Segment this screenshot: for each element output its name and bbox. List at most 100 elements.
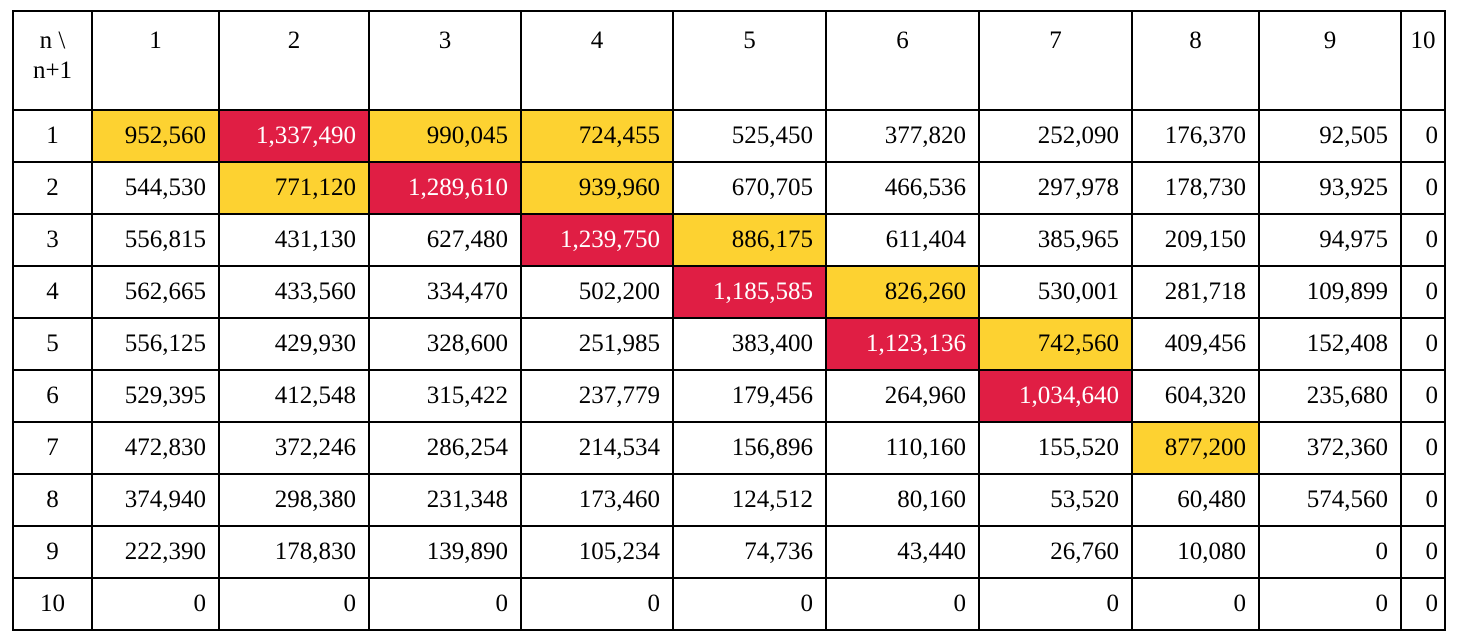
table-cell: 298,380 xyxy=(218,473,370,527)
table-cell: 0 xyxy=(1258,525,1402,579)
table-cell: 0 xyxy=(1258,577,1402,631)
table-cell: 328,600 xyxy=(368,317,522,371)
table-cell: 604,320 xyxy=(1131,369,1260,423)
row-header: 9 xyxy=(12,525,93,579)
table-cell: 286,254 xyxy=(368,421,522,475)
table-row: 10 0 0 0 0 0 0 0 0 0 0 xyxy=(12,577,1446,631)
table-cell: 556,125 xyxy=(91,317,220,371)
table-cell: 334,470 xyxy=(368,265,522,319)
table-cell: 231,348 xyxy=(368,473,522,527)
table-cell-highlight-yellow: 771,120 xyxy=(218,161,370,215)
table-row: 2 544,530 771,120 1,289,610 939,960 670,705 46… xyxy=(12,161,1446,215)
corner-header: n \ n+1 xyxy=(12,10,93,111)
table-cell: 0 xyxy=(1400,161,1446,215)
table-body: 1 952,560 1,337,490 990,045 724,455 525,450 37… xyxy=(12,109,1446,631)
table-cell: 0 xyxy=(1400,317,1446,371)
header-row: n \ n+1 1 2 3 4 5 6 7 8 9 10 xyxy=(12,10,1446,111)
row-header: 5 xyxy=(12,317,93,371)
table-cell: 574,560 xyxy=(1258,473,1402,527)
table-cell: 556,815 xyxy=(91,213,220,267)
corner-label-n: n \ xyxy=(39,27,66,54)
table-row: 6 529,395 412,548 315,422 237,779 179,456 264,… xyxy=(12,369,1446,423)
table-cell: 176,370 xyxy=(1131,109,1260,163)
table-cell: 529,395 xyxy=(91,369,220,423)
table-cell: 670,705 xyxy=(672,161,827,215)
table-row: 3 556,815 431,130 627,480 1,239,750 886,175 61… xyxy=(12,213,1446,267)
table-cell: 43,440 xyxy=(825,525,980,579)
table-cell: 472,830 xyxy=(91,421,220,475)
row-header: 7 xyxy=(12,421,93,475)
table-cell: 173,460 xyxy=(520,473,674,527)
table-cell-highlight-yellow: 886,175 xyxy=(672,213,827,267)
column-header: 4 xyxy=(520,10,674,111)
table-cell: 152,408 xyxy=(1258,317,1402,371)
table-cell: 372,360 xyxy=(1258,421,1402,475)
transition-table: n \ n+1 1 2 3 4 5 6 7 8 9 10 1 952,560 1,3… xyxy=(12,10,1446,631)
table-cell: 92,505 xyxy=(1258,109,1402,163)
table-cell: 214,534 xyxy=(520,421,674,475)
column-header: 8 xyxy=(1131,10,1260,111)
table-cell: 235,680 xyxy=(1258,369,1402,423)
table-cell: 429,930 xyxy=(218,317,370,371)
table-cell: 627,480 xyxy=(368,213,522,267)
row-header: 3 xyxy=(12,213,93,267)
table-cell-highlight-yellow: 742,560 xyxy=(978,317,1133,371)
table-cell: 433,560 xyxy=(218,265,370,319)
table-cell: 124,512 xyxy=(672,473,827,527)
table-cell: 0 xyxy=(1131,577,1260,631)
table-cell: 178,830 xyxy=(218,525,370,579)
table-cell: 281,718 xyxy=(1131,265,1260,319)
table-cell: 0 xyxy=(368,577,522,631)
table-cell: 0 xyxy=(1400,473,1446,527)
table-cell: 156,896 xyxy=(672,421,827,475)
table-cell-highlight-yellow: 877,200 xyxy=(1131,421,1260,475)
transition-table-container: n \ n+1 1 2 3 4 5 6 7 8 9 10 1 952,560 1,3… xyxy=(12,10,1446,631)
table-cell: 0 xyxy=(520,577,674,631)
table-cell: 60,480 xyxy=(1131,473,1260,527)
table-cell: 0 xyxy=(825,577,980,631)
column-header: 3 xyxy=(368,10,522,111)
table-row: 1 952,560 1,337,490 990,045 724,455 525,450 37… xyxy=(12,109,1446,163)
row-header: 1 xyxy=(12,109,93,163)
table-row: 5 556,125 429,930 328,600 251,985 383,400 1,12… xyxy=(12,317,1446,371)
table-cell: 374,940 xyxy=(91,473,220,527)
table-cell: 155,520 xyxy=(978,421,1133,475)
table-cell-highlight-yellow: 990,045 xyxy=(368,109,522,163)
table-cell: 409,456 xyxy=(1131,317,1260,371)
table-row: 4 562,665 433,560 334,470 502,200 1,185,585 82… xyxy=(12,265,1446,319)
column-header: 5 xyxy=(672,10,827,111)
table-cell: 105,234 xyxy=(520,525,674,579)
table-cell-highlight-red: 1,239,750 xyxy=(520,213,674,267)
table-cell: 209,150 xyxy=(1131,213,1260,267)
table-cell-highlight-red: 1,123,136 xyxy=(825,317,980,371)
table-cell: 10,080 xyxy=(1131,525,1260,579)
column-header: 1 xyxy=(91,10,220,111)
table-cell: 0 xyxy=(1400,109,1446,163)
table-cell-highlight-yellow: 826,260 xyxy=(825,265,980,319)
table-cell: 110,160 xyxy=(825,421,980,475)
table-cell: 252,090 xyxy=(978,109,1133,163)
table-cell-highlight-red: 1,185,585 xyxy=(672,265,827,319)
table-row: 8 374,940 298,380 231,348 173,460 124,512 80,1… xyxy=(12,473,1446,527)
table-cell: 0 xyxy=(1400,369,1446,423)
table-cell: 502,200 xyxy=(520,265,674,319)
table-cell: 109,899 xyxy=(1258,265,1402,319)
table-cell: 80,160 xyxy=(825,473,980,527)
table-cell: 26,760 xyxy=(978,525,1133,579)
table-cell: 222,390 xyxy=(91,525,220,579)
column-header: 2 xyxy=(218,10,370,111)
table-cell-highlight-yellow: 952,560 xyxy=(91,109,220,163)
table-cell: 251,985 xyxy=(520,317,674,371)
table-cell: 466,536 xyxy=(825,161,980,215)
table-cell: 297,978 xyxy=(978,161,1133,215)
table-cell: 179,456 xyxy=(672,369,827,423)
table-cell-highlight-yellow: 939,960 xyxy=(520,161,674,215)
table-cell: 525,450 xyxy=(672,109,827,163)
table-cell: 53,520 xyxy=(978,473,1133,527)
table-cell: 315,422 xyxy=(368,369,522,423)
table-cell: 93,925 xyxy=(1258,161,1402,215)
table-cell: 611,404 xyxy=(825,213,980,267)
corner-label-n-plus-1: n+1 xyxy=(32,57,73,84)
table-cell-highlight-yellow: 724,455 xyxy=(520,109,674,163)
table-cell: 74,736 xyxy=(672,525,827,579)
